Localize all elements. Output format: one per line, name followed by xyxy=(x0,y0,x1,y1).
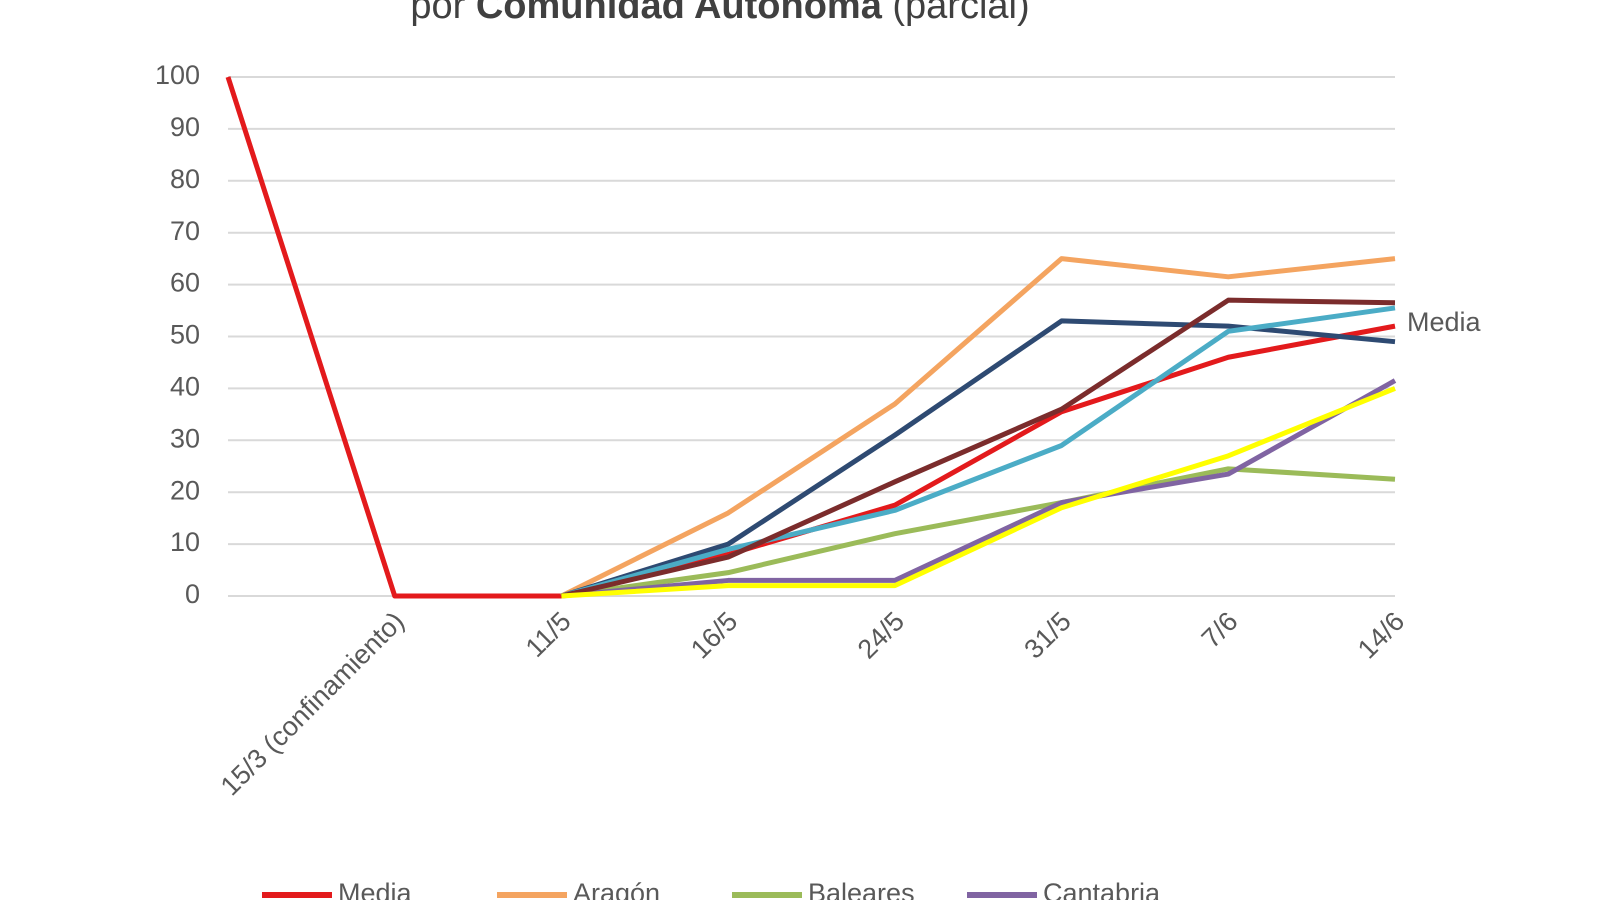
y-tick-label: 80 xyxy=(170,164,200,194)
legend-label: Baleares xyxy=(808,878,915,900)
y-tick-label: 20 xyxy=(170,475,200,505)
legend-label: Media xyxy=(338,878,413,900)
legend-label: Aragón xyxy=(573,878,660,900)
chart-title: por Comunidad Autónoma (parcial) xyxy=(410,0,1029,27)
x-tick-label: 14/6 xyxy=(1352,606,1410,664)
y-tick-label: 70 xyxy=(170,216,200,246)
x-tick-label: 7/6 xyxy=(1196,606,1244,654)
series-line xyxy=(561,466,1396,599)
x-tick-label: 16/5 xyxy=(685,606,743,664)
end-label: Media xyxy=(1407,307,1482,337)
title-part: Comunidad Autónoma xyxy=(476,0,883,27)
y-tick-label: 30 xyxy=(170,423,200,453)
title-part: (parcial) xyxy=(882,0,1030,27)
series-line xyxy=(560,305,1396,599)
y-tick-label: 40 xyxy=(170,372,200,402)
series-line xyxy=(561,378,1397,599)
legend-label: Cantabria xyxy=(1043,878,1161,900)
y-tick-label: 60 xyxy=(170,268,200,298)
y-tick-label: 100 xyxy=(155,60,200,90)
x-tick-label: 15/3 (confinamiento) xyxy=(215,606,410,801)
series-line xyxy=(560,297,1396,599)
y-tick-label: 90 xyxy=(170,112,200,142)
x-tick-label: 11/5 xyxy=(520,606,577,663)
series-line xyxy=(561,386,1396,599)
y-tick-label: 10 xyxy=(170,527,200,557)
x-tick-label: 31/5 xyxy=(1018,606,1076,664)
x-tick-label: 24/5 xyxy=(852,606,910,664)
y-tick-label: 50 xyxy=(170,320,200,350)
series-line xyxy=(560,256,1396,599)
title-part: por xyxy=(410,0,475,27)
y-tick-label: 0 xyxy=(185,579,200,609)
